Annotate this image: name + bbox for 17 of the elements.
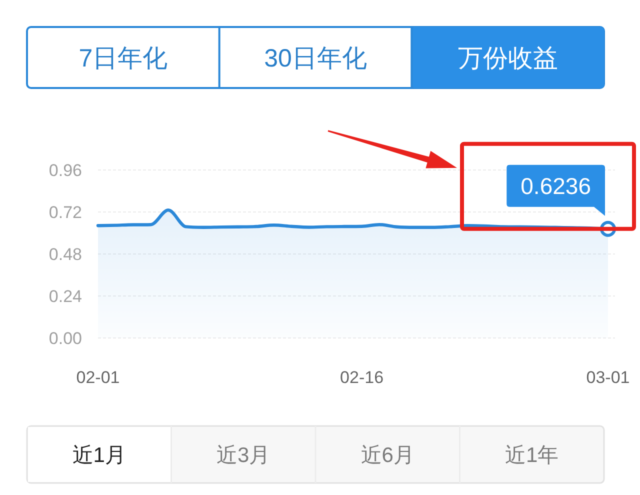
y-tick-label: 0.96 (48, 161, 82, 180)
tab-label: 近3月 (216, 444, 270, 467)
y-tick-label: 0.72 (48, 203, 82, 222)
value-label: 0.6236 (506, 164, 616, 237)
tab-label: 近6月 (360, 444, 414, 467)
tab-label: 万份收益 (458, 44, 558, 72)
tab-label: 7日年化 (78, 44, 168, 72)
x-tick-label: 03-01 (586, 368, 630, 387)
tab-label: 近1年 (505, 444, 559, 467)
y-tick-label: 0.48 (48, 245, 82, 264)
x-tick-label: 02-16 (340, 368, 384, 387)
x-tick-label: 02-01 (76, 368, 120, 387)
tab-label: 近1月 (72, 444, 126, 467)
data-label: 0.6236 (520, 172, 591, 199)
y-tick-label: 0.00 (48, 329, 82, 348)
tab-label: 30日年化 (264, 44, 367, 72)
y-tick-label: 0.24 (48, 287, 82, 306)
